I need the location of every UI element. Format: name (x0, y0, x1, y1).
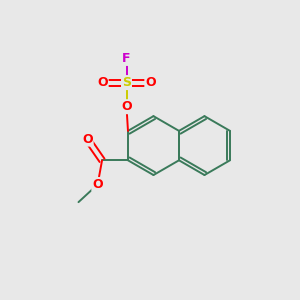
Text: S: S (122, 76, 131, 89)
Text: F: F (122, 52, 131, 65)
Text: O: O (92, 178, 103, 191)
Text: O: O (82, 133, 93, 146)
Text: O: O (97, 76, 108, 89)
Text: O: O (145, 76, 156, 89)
Text: O: O (121, 100, 132, 113)
